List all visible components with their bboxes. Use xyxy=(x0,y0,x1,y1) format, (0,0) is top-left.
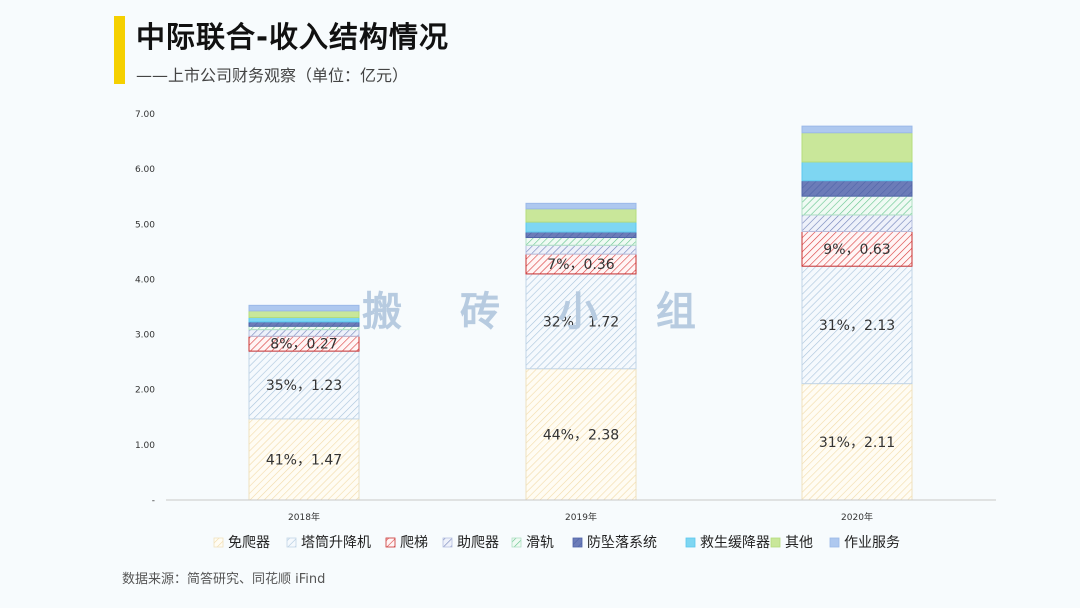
data-label: 31%，2.13 xyxy=(819,318,895,334)
y-tick-label: 7.00 xyxy=(135,110,155,120)
data-label: 8%，0.27 xyxy=(270,337,337,353)
legend-item-爬梯: 爬梯 xyxy=(385,535,428,551)
bar-segment-免爬器 xyxy=(248,418,360,501)
legend-label: 滑轨 xyxy=(526,534,554,551)
legend-label: 免爬器 xyxy=(228,535,270,551)
y-tick-label: 4.00 xyxy=(135,275,155,285)
watermark-text: 搬 砖 小 组 xyxy=(362,289,718,335)
legend-item-助爬器: 助爬器 xyxy=(442,535,499,551)
legend-item-免爬器: 免爬器 xyxy=(213,535,270,551)
bar-segment-防坠落系统 xyxy=(801,180,913,197)
x-axis: 2018年 2019年 2020年 xyxy=(288,511,873,523)
legend-swatch xyxy=(572,537,583,548)
bar-segment-作业服务 xyxy=(525,202,637,210)
bar-segment-其他 xyxy=(248,310,360,318)
legend-label: 防坠落系统 xyxy=(587,535,657,551)
legend-label: 其他 xyxy=(785,535,813,551)
bar-segment-塔筒升降机 xyxy=(801,265,913,385)
legend-label: 作业服务 xyxy=(844,535,900,551)
bar-segment-防坠落系统 xyxy=(525,231,637,239)
legend-swatch xyxy=(286,537,297,548)
bar-segment-防坠落系统 xyxy=(248,321,360,327)
x-tick-label: 2018年 xyxy=(288,511,320,523)
y-tick-label: 6.00 xyxy=(135,165,155,175)
bar-segment-助爬器 xyxy=(801,214,913,232)
legend-item-救生缓降器: 救生缓降器 xyxy=(685,535,770,551)
data-label: 35%，1.23 xyxy=(266,378,342,394)
title-accent-bar xyxy=(114,16,125,84)
legend-swatch xyxy=(213,537,224,548)
legend-item-防坠落系统: 防坠落系统 xyxy=(572,535,657,551)
bar-segment-救生缓降器 xyxy=(801,161,913,182)
data-source-note: 数据来源：简答研究、同花顺 iFind xyxy=(122,572,326,587)
legend-item-塔筒升降机: 塔筒升降机 xyxy=(286,534,371,551)
bar-segment-其他 xyxy=(525,208,637,223)
bar-segment-塔筒升降机 xyxy=(248,350,360,420)
bar-segment-救生缓降器 xyxy=(248,316,360,323)
y-tick-label: 1.00 xyxy=(135,441,155,451)
legend-swatch xyxy=(511,537,522,548)
bar-segment-作业服务 xyxy=(801,125,913,134)
bar-segment-救生缓降器 xyxy=(525,221,637,233)
bar-segment-免爬器 xyxy=(801,383,913,501)
legend-swatch xyxy=(685,537,696,548)
legend-swatch xyxy=(442,537,453,548)
data-label: 41%，1.47 xyxy=(266,452,342,468)
x-tick-label: 2020年 xyxy=(841,511,873,523)
data-label: 32%，1.72 xyxy=(543,314,619,330)
legend: 免爬器 塔筒升降机 爬梯 助爬器 滑轨 防坠落系统 救生缓降器 其他 作业服务 xyxy=(213,534,900,551)
legend-item-作业服务: 作业服务 xyxy=(829,535,900,551)
y-axis: - 1.00 2.00 3.00 4.00 5.00 6.00 7.00 xyxy=(135,110,155,506)
legend-swatch xyxy=(770,537,781,548)
bar-segment-助爬器 xyxy=(248,329,360,337)
data-label: 31%，2.11 xyxy=(819,435,895,451)
y-tick-label: 3.00 xyxy=(135,331,155,341)
legend-item-滑轨: 滑轨 xyxy=(511,534,554,551)
legend-swatch xyxy=(385,537,396,548)
bar-segment-作业服务 xyxy=(248,304,360,312)
legend-label: 救生缓降器 xyxy=(700,535,770,551)
bar-segment-滑轨 xyxy=(801,195,913,216)
y-tick-label: - xyxy=(152,496,155,506)
data-label: 44%，2.38 xyxy=(543,427,619,443)
x-tick-label: 2019年 xyxy=(565,511,597,523)
legend-swatch xyxy=(829,537,840,548)
bar-segment-爬梯 xyxy=(801,230,913,267)
y-tick-label: 2.00 xyxy=(135,386,155,396)
bar-segment-免爬器 xyxy=(525,368,637,501)
page-title: 中际联合-收入结构情况 xyxy=(136,20,450,54)
legend-item-其他: 其他 xyxy=(770,535,813,551)
legend-label: 助爬器 xyxy=(457,535,499,551)
bar-segment-助爬器 xyxy=(525,244,637,255)
page-subtitle: ——上市公司财务观察（单位：亿元） xyxy=(136,66,409,85)
legend-label: 爬梯 xyxy=(400,535,428,551)
y-tick-label: 5.00 xyxy=(135,220,155,230)
data-label: 9%，0.63 xyxy=(823,242,890,258)
data-label: 7%，0.36 xyxy=(547,257,614,273)
bar-segment-其他 xyxy=(801,132,913,163)
legend-label: 塔筒升降机 xyxy=(301,534,371,551)
bar-segment-塔筒升降机 xyxy=(525,273,637,370)
bar-segment-滑轨 xyxy=(525,237,637,246)
bars-group: 41%，1.47 35%，1.23 8%，0.27 44%，2.38 32%，1.72 7… xyxy=(248,125,913,501)
